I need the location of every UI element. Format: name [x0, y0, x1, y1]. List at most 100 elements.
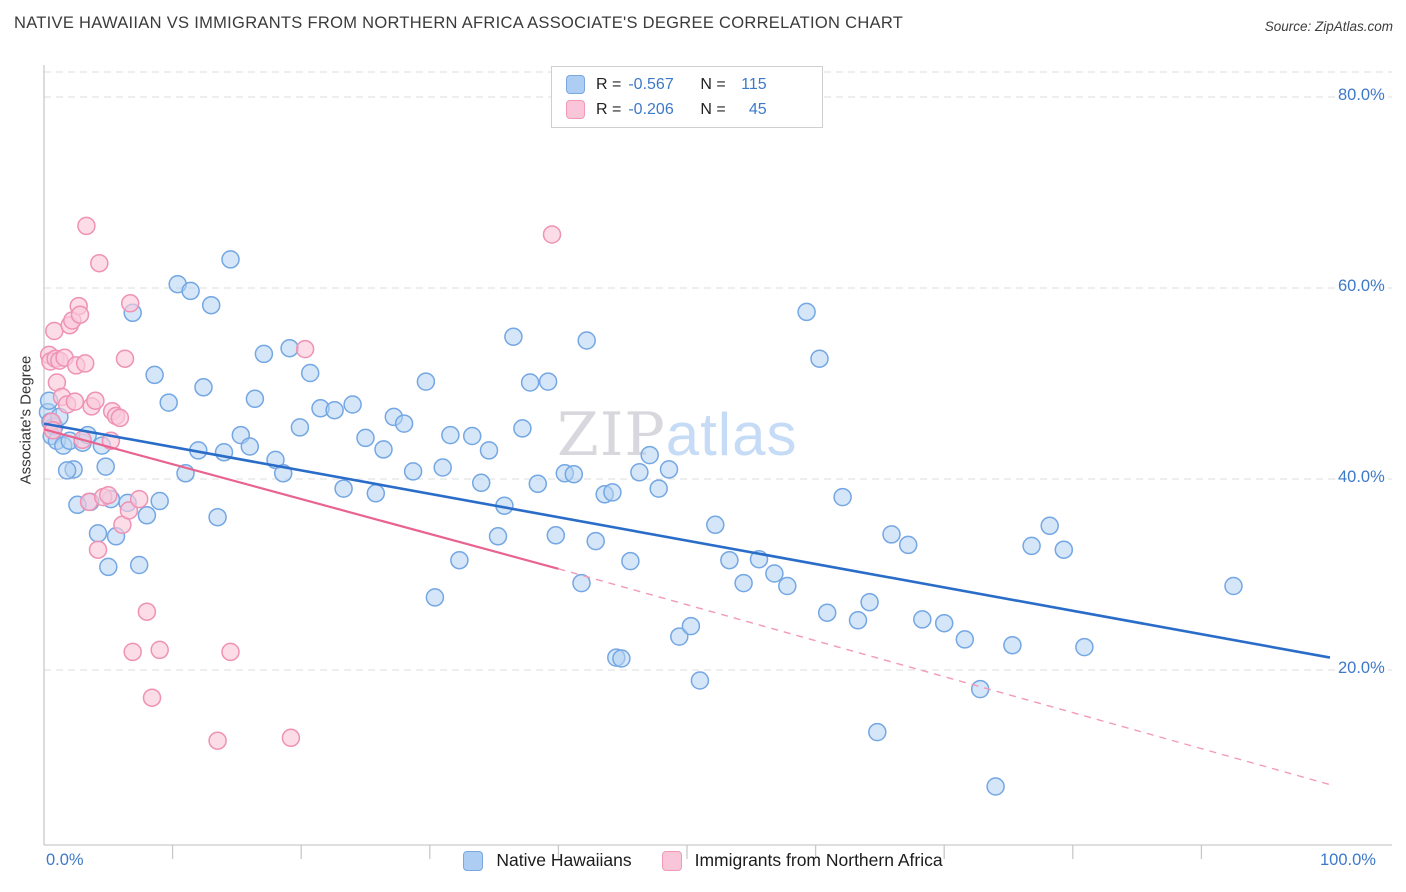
pink-series-swatch [566, 100, 585, 119]
data-point-native-hawaiians [520, 373, 540, 392]
data-point-native-hawaiians [137, 506, 157, 525]
data-point-native-hawaiians [450, 550, 469, 570]
data-point-immigrants-northern-africa [90, 253, 109, 273]
data-point-native-hawaiians [586, 531, 605, 551]
data-point-immigrants-northern-africa [295, 339, 315, 359]
data-point-native-hawaiians [868, 722, 887, 742]
data-point-native-hawaiians [374, 440, 393, 459]
data-point-native-hawaiians [416, 372, 436, 391]
data-point-native-hawaiians [425, 588, 445, 607]
data-point-native-hawaiians [1022, 536, 1041, 556]
r-label: R = [596, 75, 622, 93]
data-point-native-hawaiians [343, 395, 362, 414]
data-point-native-hawaiians [577, 331, 596, 350]
data-point-native-hawaiians [201, 295, 221, 315]
data-point-immigrants-northern-africa [142, 688, 162, 707]
data-point-immigrants-northern-africa [120, 294, 140, 313]
data-point-native-hawaiians [720, 550, 739, 570]
chart-title: NATIVE HAWAIIAN VS IMMIGRANTS FROM NORTH… [14, 14, 904, 32]
data-point-native-hawaiians [150, 491, 169, 511]
pink-series-swatch [661, 850, 682, 871]
y-tick-label-80: 80.0% [1336, 86, 1387, 105]
y-tick-label-20: 20.0% [1336, 659, 1387, 678]
data-point-native-hawaiians [57, 461, 77, 480]
data-point-native-hawaiians [88, 524, 108, 543]
data-point-native-hawaiians [659, 460, 679, 479]
data-point-native-hawaiians [433, 458, 452, 477]
correlation-stats-legend: R = -0.567 N = 115 R = -0.206 N = 45 [551, 66, 823, 128]
data-point-immigrants-northern-africa [45, 321, 64, 341]
data-point-native-hawaiians [325, 400, 344, 420]
data-point-native-hawaiians [403, 462, 423, 481]
data-point-native-hawaiians [96, 457, 115, 476]
data-point-immigrants-northern-africa [208, 731, 227, 750]
data-point-immigrants-northern-africa [221, 642, 240, 662]
data-point-native-hawaiians [612, 649, 631, 668]
data-point-native-hawaiians [245, 389, 265, 409]
data-point-native-hawaiians [706, 515, 725, 535]
data-point-native-hawaiians [1224, 576, 1243, 596]
n-label: N = [700, 100, 726, 118]
data-point-native-hawaiians [394, 414, 414, 433]
r-value-immigrants-northern-africa: -0.206 [628, 100, 674, 118]
data-point-native-hawaiians [546, 526, 566, 545]
data-point-native-hawaiians [955, 630, 975, 649]
data-point-immigrants-northern-africa [129, 489, 149, 509]
data-point-native-hawaiians [290, 418, 310, 437]
data-point-native-hawaiians [810, 349, 829, 368]
data-point-native-hawaiians [488, 527, 508, 546]
data-point-immigrants-northern-africa [542, 225, 562, 244]
data-point-native-hawaiians [670, 627, 689, 646]
data-point-native-hawaiians [479, 441, 499, 460]
data-point-native-hawaiians [621, 551, 640, 571]
data-point-native-hawaiians [129, 555, 149, 575]
y-tick-label-40: 40.0% [1336, 468, 1387, 487]
data-point-native-hawaiians [797, 302, 816, 322]
data-point-native-hawaiians [640, 445, 659, 465]
data-point-immigrants-northern-africa [115, 349, 135, 368]
data-point-native-hawaiians [441, 425, 460, 445]
data-point-native-hawaiians [564, 464, 584, 484]
data-point-native-hawaiians [300, 363, 320, 383]
data-point-native-hawaiians [860, 592, 879, 612]
series-legend: Native Hawaiians Immigrants from Norther… [0, 850, 1406, 871]
blue-series-swatch [463, 850, 484, 871]
data-point-native-hawaiians [734, 573, 753, 593]
data-point-native-hawaiians [1040, 516, 1059, 536]
data-point-native-hawaiians [159, 393, 178, 412]
data-point-native-hawaiians [848, 611, 868, 630]
blue-series-swatch [566, 75, 585, 94]
data-point-native-hawaiians [913, 610, 932, 629]
data-point-native-hawaiians [765, 564, 784, 583]
data-point-immigrants-northern-africa [86, 391, 105, 410]
trend-line-pink-dashed [558, 568, 1331, 786]
data-point-native-hawaiians [1075, 637, 1094, 657]
data-point-immigrants-northern-africa [119, 501, 139, 520]
data-point-native-hawaiians [898, 535, 918, 555]
data-point-native-hawaiians [528, 474, 548, 494]
n-label: N = [700, 75, 726, 93]
data-point-native-hawaiians [833, 487, 852, 507]
data-point-native-hawaiians [254, 344, 274, 364]
data-point-native-hawaiians [934, 613, 954, 633]
data-point-immigrants-northern-africa [281, 728, 301, 748]
data-point-native-hawaiians [690, 671, 710, 690]
data-point-native-hawaiians [145, 365, 164, 385]
data-point-native-hawaiians [334, 479, 353, 498]
stats-row-immigrants-northern-africa: R = -0.206 N = 45 [566, 100, 808, 119]
data-point-native-hawaiians [240, 437, 260, 456]
data-point-native-hawaiians [681, 616, 701, 636]
data-point-native-hawaiians [366, 484, 386, 503]
data-point-immigrants-northern-africa [110, 408, 130, 428]
data-point-native-hawaiians [630, 463, 649, 482]
data-point-native-hawaiians [208, 507, 227, 527]
x-axis-max-label: 100.0% [1320, 851, 1376, 869]
r-value-native-hawaiians: -0.567 [628, 75, 674, 93]
series-label-native-hawaiians: Native Hawaiians [496, 850, 632, 870]
data-point-native-hawaiians [649, 479, 668, 498]
data-point-native-hawaiians [181, 281, 200, 301]
x-axis-min-label: 0.0% [46, 851, 84, 869]
data-point-immigrants-northern-africa [65, 392, 85, 411]
n-value-native-hawaiians: 115 [741, 75, 767, 93]
